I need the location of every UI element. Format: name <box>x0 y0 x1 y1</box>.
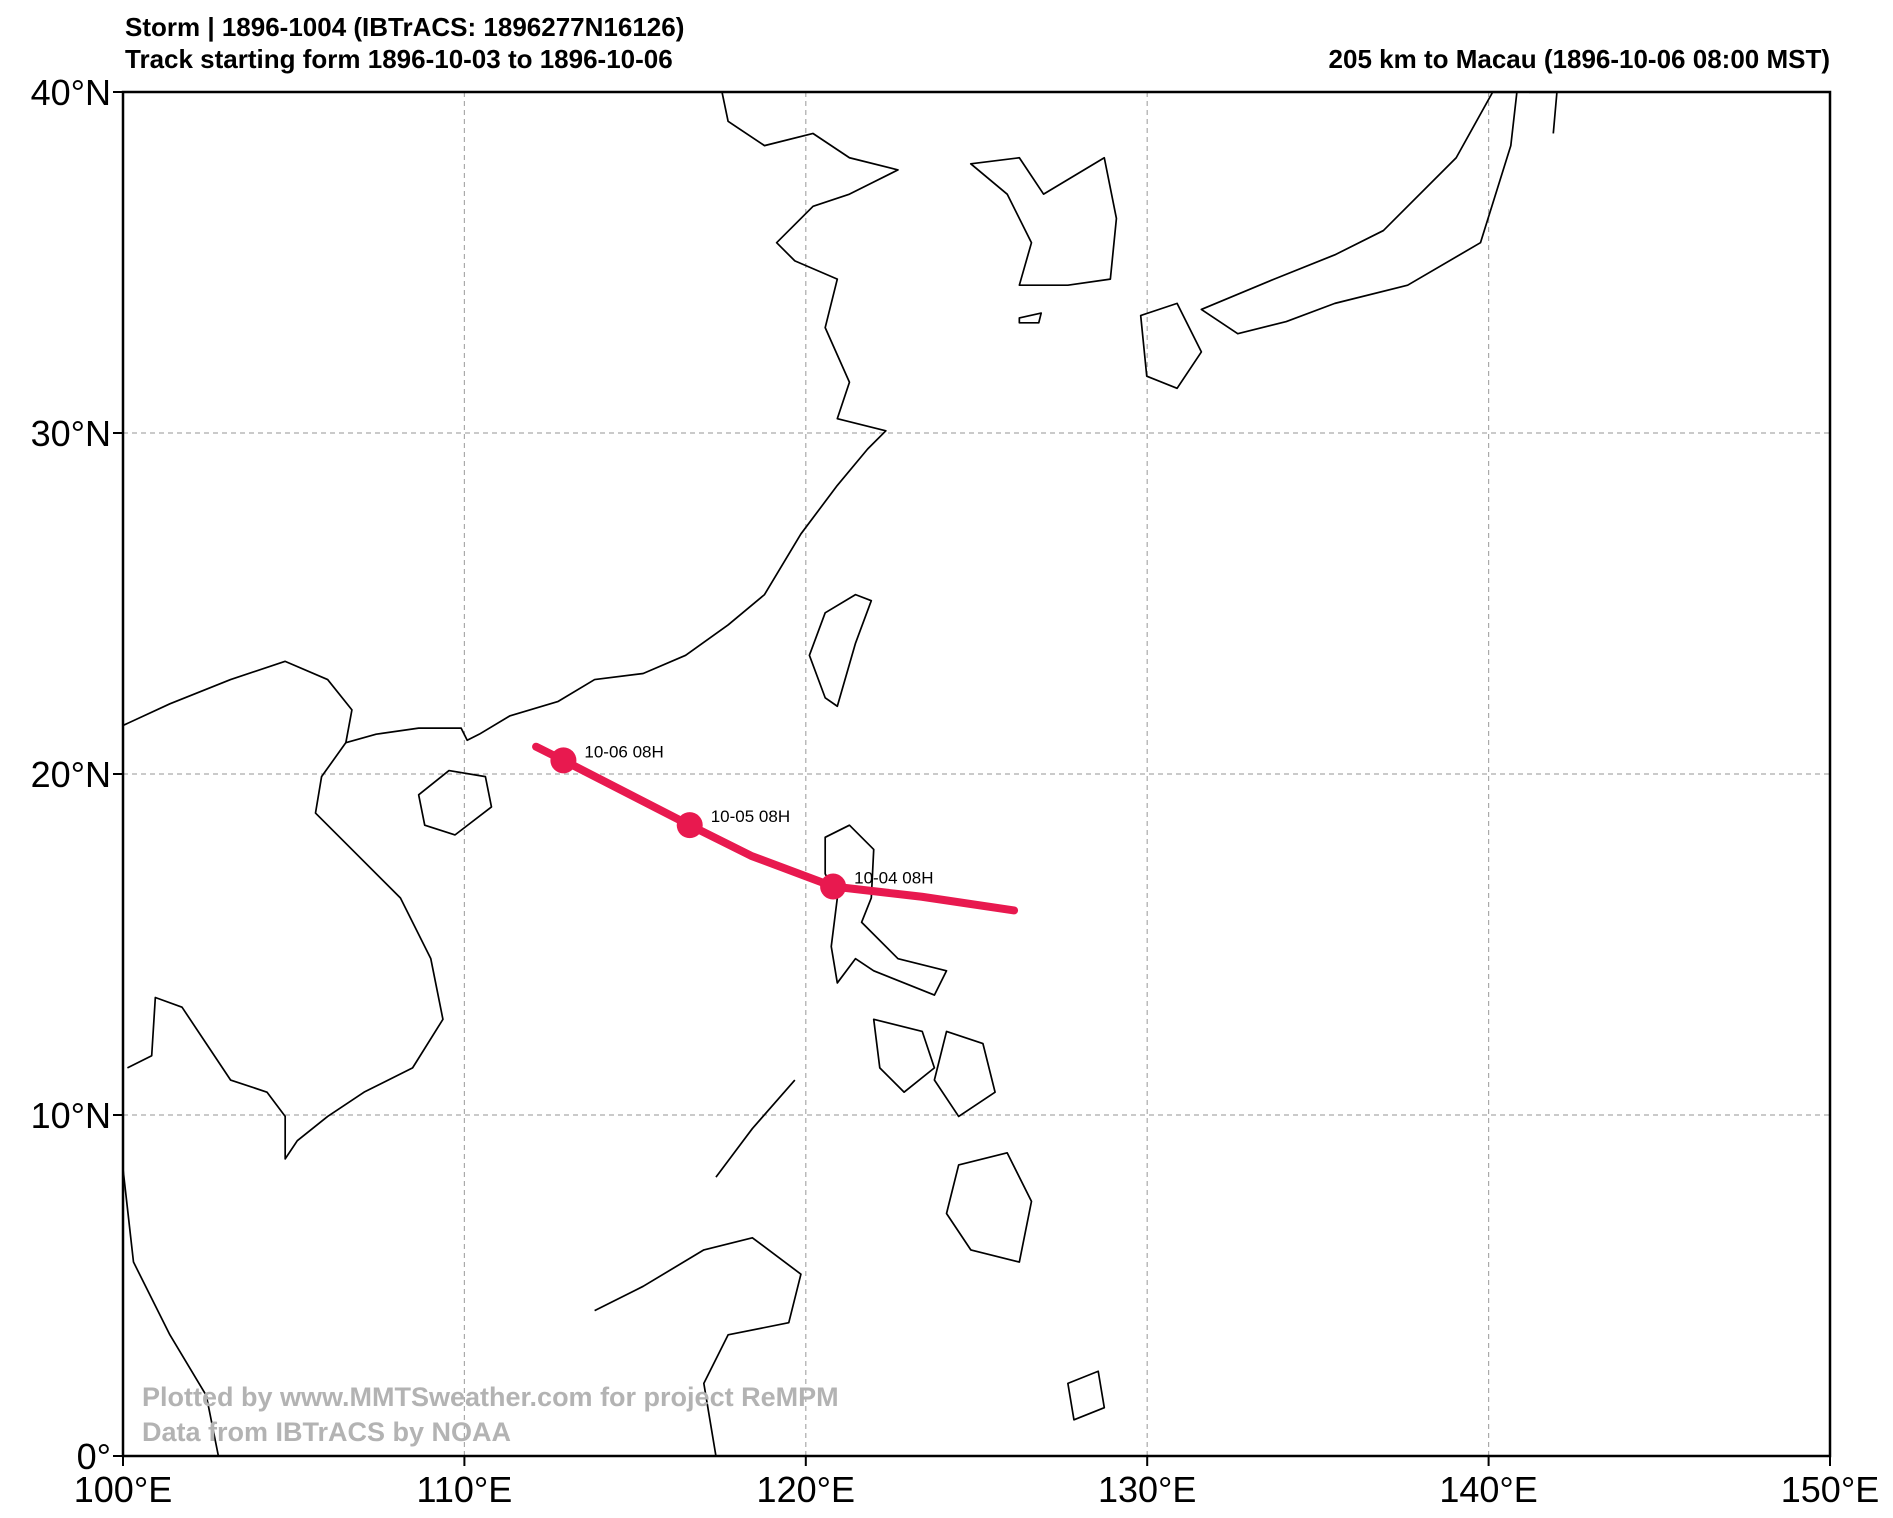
x-tick-label: 130°E <box>1098 1469 1196 1510</box>
point-label: 10-06 08H <box>584 742 663 761</box>
chart-title: Storm | 1896-1004 (IBTrACS: 1896277N1612… <box>125 12 684 42</box>
track-point <box>676 812 703 839</box>
chart-subtitle: Track starting form 1896-10-03 to 1896-1… <box>125 44 673 74</box>
point-label: 10-04 08H <box>854 869 933 888</box>
point-label: 10-05 08H <box>711 807 790 826</box>
x-tick-label: 110°E <box>416 1469 512 1510</box>
x-tick-label: 120°E <box>757 1469 855 1510</box>
track-point <box>550 747 577 774</box>
y-tick-label: 40°N <box>31 72 111 113</box>
x-tick-label: 140°E <box>1439 1469 1537 1510</box>
track-layer: 10-06 08H 10-05 08H 10-04 08H <box>532 742 1019 915</box>
x-tick-label: 100°E <box>74 1469 172 1510</box>
y-tick-label: 10°N <box>31 1095 111 1136</box>
watermark: Plotted by www.MMTSweather.com for proje… <box>142 1382 839 1412</box>
x-tick-label: 150°E <box>1781 1469 1879 1510</box>
coastlines <box>123 92 1558 1456</box>
right-title: 205 km to Macau (1896-10-06 08:00 MST) <box>1329 44 1830 74</box>
y-tick-label: 30°N <box>31 413 111 454</box>
track-point <box>820 873 847 900</box>
y-tick-label: 20°N <box>31 754 111 795</box>
watermark: Data from IBTrACS by NOAA <box>142 1417 511 1447</box>
y-tick-label: 0° <box>77 1436 111 1477</box>
